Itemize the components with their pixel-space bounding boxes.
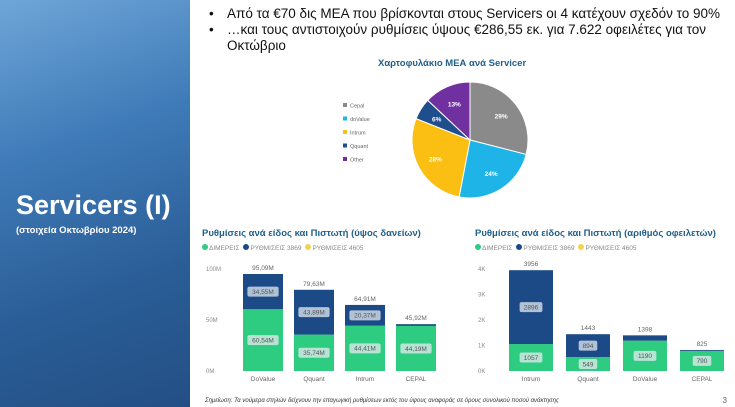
bullet: …και τους αντιστοιχούν ρυθμίσεις ύψους €… — [205, 22, 725, 54]
total-label: 79,63M — [303, 281, 325, 288]
total-label: 45,92M — [405, 315, 427, 322]
y-tick-label: 100M — [206, 267, 221, 273]
x-tick-label: CEPAL — [692, 376, 713, 383]
data-label: 44,19M — [405, 346, 427, 353]
bullet: Από τα €70 δις ΜΕΑ που βρίσκονται στους … — [205, 6, 725, 22]
legend-item: ΔΙΜΕΡΕΙΣ — [202, 244, 239, 252]
bar-legend-amount: ΔΙΜΕΡΕΙΣ ΡΥΘΜΙΣΕΙΣ 3869 ΡΥΘΜΙΣΕΙΣ 4605 — [202, 244, 363, 252]
data-label-box — [247, 286, 279, 297]
pie-slice-dovalue — [458, 139, 527, 199]
pie-data-label: 6% — [432, 116, 442, 123]
data-label-box — [519, 352, 543, 363]
legend-label: Qquant — [350, 144, 369, 150]
pie-data-label: 24% — [485, 171, 498, 178]
pie-slice-other — [427, 81, 471, 142]
page-number: 3 — [722, 396, 727, 405]
y-tick-label: 0K — [478, 369, 485, 375]
data-label: 43,89M — [303, 309, 325, 316]
legend-label: Other — [350, 158, 364, 164]
y-tick-label: 50M — [206, 318, 218, 324]
bar-segment — [680, 349, 724, 351]
x-tick-label: Intrum — [356, 376, 374, 383]
title-panel: Servicers (I) (στοιχεία Οκτωβρίου 2024) — [0, 0, 190, 407]
pie-data-label: 28% — [429, 157, 442, 164]
bar-segment — [396, 324, 436, 326]
legend-swatch — [343, 157, 347, 161]
data-label: 1190 — [638, 353, 652, 360]
data-label-box — [349, 310, 381, 321]
bar-chart-count-title: Ρυθμίσεις ανά είδος και Πιστωτή (αριθμός… — [475, 228, 716, 239]
bullet-list: Από τα €70 δις ΜΕΑ που βρίσκονται στους … — [205, 6, 725, 54]
data-label-box — [519, 302, 543, 313]
legend-item: ΡΥΘΜΙΣΕΙΣ 3869 — [243, 244, 301, 252]
slide-title: Servicers (I) — [16, 190, 171, 220]
total-label: 3956 — [524, 261, 539, 268]
x-tick-label: Qquant — [303, 376, 325, 383]
bar-legend-count: ΔΙΜΕΡΕΙΣ ΡΥΘΜΙΣΕΙΣ 3869 ΡΥΘΜΙΣΕΙΣ 4605 — [475, 244, 636, 252]
data-label: 34,55M — [252, 289, 274, 296]
total-label: 64,91M — [354, 296, 376, 303]
y-tick-label: 4K — [478, 267, 485, 273]
legend-swatch — [343, 116, 347, 121]
data-label-box — [298, 347, 330, 358]
data-label-box — [400, 343, 432, 354]
slide-subtitle: (στοιχεία Οκτωβρίου 2024) — [16, 225, 137, 236]
data-label: 1057 — [524, 355, 539, 362]
data-label: 20,37M — [354, 313, 376, 320]
data-label-box — [247, 335, 279, 346]
data-label: 35,74M — [303, 350, 325, 357]
pie-slice-cepal — [469, 81, 529, 156]
total-label: 1443 — [581, 325, 596, 332]
bar-chart-amount-title: Ρυθμίσεις ανά είδος και Πιστωτή (ύψος δα… — [202, 228, 421, 239]
data-label-box — [578, 340, 598, 351]
data-label: 44,41M — [354, 346, 376, 353]
data-label: 549 — [583, 361, 594, 368]
footnote: Σημείωση: Τα νούμερα στηλών δείχνουν την… — [205, 398, 559, 404]
y-tick-label: 0M — [206, 369, 214, 375]
legend-label: Cepal — [350, 104, 364, 110]
legend-label: doValue — [350, 117, 370, 123]
x-tick-label: CEPAL — [406, 376, 427, 383]
data-label: 894 — [583, 343, 594, 350]
y-tick-label: 1K — [478, 344, 485, 350]
data-label-box — [349, 343, 381, 354]
data-label-box — [298, 307, 330, 318]
legend-label: Intrum — [350, 131, 366, 137]
pie-data-label: 13% — [448, 101, 461, 108]
data-label-box — [578, 359, 598, 370]
data-label: 2896 — [524, 304, 539, 311]
legend-swatch — [343, 143, 347, 148]
legend-swatch — [343, 103, 347, 107]
x-tick-label: DoValue — [251, 376, 276, 383]
legend-item: ΔΙΜΕΡΕΙΣ — [475, 244, 512, 252]
pie-slice-intrum — [411, 117, 471, 198]
legend-item: ΡΥΘΜΙΣΕΙΣ 3869 — [516, 244, 574, 252]
pie-title: Χαρτοφυλάκιο ΜΕΑ ανά Servicer — [378, 58, 527, 69]
data-label-box — [692, 355, 712, 366]
bar-segment — [623, 335, 667, 341]
x-tick-label: Qquant — [577, 376, 599, 383]
total-label: 1398 — [638, 326, 653, 333]
total-label: 825 — [697, 341, 708, 348]
x-tick-label: DoValue — [633, 376, 658, 383]
x-tick-label: Intrum — [522, 376, 540, 383]
data-label-box — [633, 350, 657, 361]
legend-item: ΡΥΘΜΙΣΕΙΣ 4605 — [578, 244, 636, 252]
legend-item: ΡΥΘΜΙΣΕΙΣ 4605 — [305, 244, 363, 252]
data-label: 790 — [697, 358, 708, 365]
total-label: 95,09M — [252, 265, 274, 272]
y-tick-label: 3K — [478, 293, 485, 299]
data-label: 60,54M — [252, 337, 274, 344]
y-tick-label: 2K — [478, 318, 485, 324]
legend-swatch — [343, 130, 347, 134]
pie-data-label: 29% — [495, 113, 508, 120]
